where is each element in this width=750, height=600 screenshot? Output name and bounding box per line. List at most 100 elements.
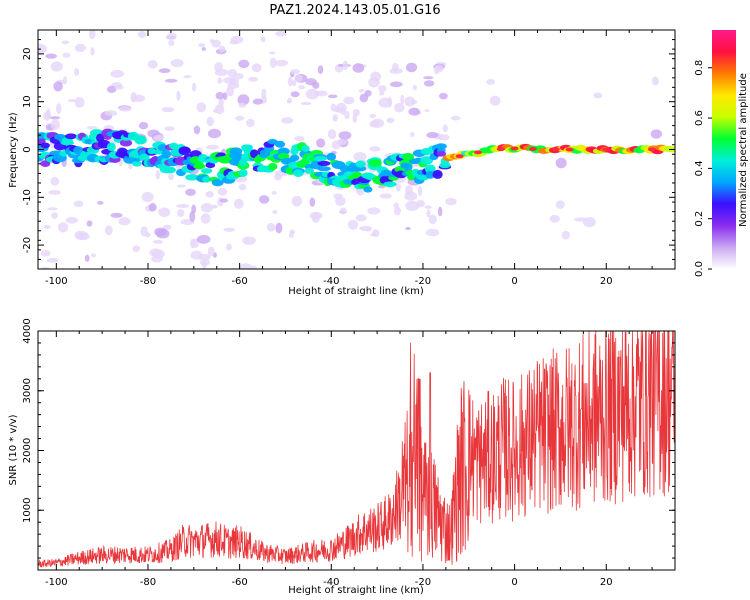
heatmap-cell bbox=[437, 206, 443, 217]
heatmap-cell bbox=[119, 139, 133, 147]
heatmap-cell bbox=[275, 222, 283, 234]
heatmap-cell bbox=[73, 200, 84, 208]
heatmap-cell bbox=[277, 153, 290, 160]
snr-x-tick-label: -80 bbox=[140, 577, 156, 588]
heatmap-cell bbox=[114, 84, 124, 90]
heatmap-cell bbox=[48, 190, 61, 195]
heatmap-cell bbox=[355, 214, 367, 222]
snr-series-line bbox=[37, 330, 676, 568]
heatmap-cell bbox=[294, 74, 303, 83]
heatmap-cell bbox=[40, 266, 50, 269]
heatmap-cell bbox=[74, 230, 88, 240]
heatmap-cell bbox=[326, 152, 337, 161]
heatmap-cell bbox=[333, 193, 343, 200]
heatmap-cell bbox=[211, 204, 218, 209]
heatmap-cell bbox=[287, 97, 293, 104]
heatmap-cell bbox=[309, 197, 316, 207]
heatmap-cell bbox=[426, 131, 439, 139]
heatmap-cell bbox=[417, 185, 423, 197]
snr-y-tick-label: 2000 bbox=[22, 438, 33, 463]
heatmap-cell bbox=[238, 102, 247, 108]
heatmap-cell bbox=[290, 91, 300, 98]
heatmap-cell bbox=[408, 107, 421, 116]
heatmap-cell bbox=[528, 146, 537, 151]
heatmap-cell bbox=[287, 77, 293, 87]
heatmap-cell bbox=[104, 225, 113, 236]
heatmap-cell bbox=[201, 47, 206, 51]
heatmap-cell bbox=[298, 85, 305, 90]
heatmap-cell bbox=[442, 124, 448, 133]
heatmap-cell bbox=[315, 90, 328, 97]
spectrogram-x-tick-label: -80 bbox=[140, 276, 156, 287]
heatmap-cell bbox=[106, 85, 117, 94]
heatmap-cell bbox=[394, 102, 405, 113]
heatmap-cell bbox=[389, 68, 403, 74]
heatmap-cell bbox=[207, 128, 222, 139]
heatmap-cell bbox=[294, 135, 305, 142]
heatmap-cell bbox=[332, 114, 338, 122]
heatmap-cell bbox=[304, 167, 315, 174]
heatmap-cell bbox=[269, 51, 276, 55]
heatmap-cell bbox=[405, 227, 411, 231]
heatmap-cell bbox=[549, 214, 560, 223]
colorbar-tick-label: 0.8 bbox=[694, 60, 705, 76]
heatmap-cell bbox=[317, 65, 324, 74]
heatmap-cell bbox=[206, 116, 214, 127]
heatmap-cell bbox=[352, 63, 365, 73]
heatmap-cell bbox=[205, 162, 216, 169]
heatmap-cell bbox=[378, 185, 386, 189]
spectrogram-x-tick-label: -60 bbox=[231, 276, 247, 287]
spectrogram-y-axis: -20 -10 0 10 20 bbox=[22, 29, 675, 270]
heatmap-cell bbox=[200, 168, 213, 174]
heatmap-cell bbox=[200, 203, 213, 213]
heatmap-cell bbox=[233, 198, 244, 209]
heatmap-cell bbox=[51, 212, 58, 220]
heatmap-cell bbox=[238, 169, 248, 177]
snr-x-tick-label: -100 bbox=[45, 577, 68, 588]
heatmap-cell bbox=[363, 186, 373, 193]
heatmap-cell bbox=[50, 119, 61, 130]
heatmap-cell bbox=[110, 212, 123, 218]
heatmap-cell bbox=[368, 77, 380, 88]
spectrogram-y-tick-label: 20 bbox=[22, 48, 33, 61]
heatmap-cell bbox=[275, 30, 288, 37]
heatmap-cell bbox=[274, 59, 289, 67]
heatmap-cell bbox=[435, 143, 447, 150]
heatmap-cell bbox=[154, 227, 167, 237]
heatmap-cell bbox=[198, 43, 206, 48]
heatmap-cell bbox=[561, 230, 570, 240]
heatmap-cell bbox=[162, 224, 172, 230]
heatmap-cell bbox=[170, 59, 184, 68]
heatmap-cell bbox=[238, 59, 250, 69]
heatmap-cell bbox=[194, 161, 205, 170]
colorbar-ticks: 0.0 0.2 0.4 0.6 0.8 bbox=[694, 60, 712, 277]
heatmap-cell bbox=[395, 183, 401, 192]
heatmap-cell bbox=[191, 82, 197, 92]
heatmap-cell bbox=[379, 91, 385, 96]
heatmap-cell bbox=[489, 95, 501, 106]
heatmap-cell bbox=[338, 131, 352, 140]
heatmap-cell bbox=[40, 250, 51, 257]
heatmap-cell bbox=[91, 253, 96, 258]
heatmap-cell bbox=[250, 149, 259, 159]
heatmap-cell bbox=[351, 171, 362, 178]
heatmap-cell bbox=[327, 129, 337, 140]
heatmap-cell bbox=[410, 131, 415, 138]
heatmap-cell bbox=[288, 232, 294, 239]
heatmap-cell bbox=[242, 236, 256, 245]
heatmap-cell bbox=[118, 106, 132, 112]
heatmap-cell bbox=[496, 147, 505, 152]
heatmap-cell bbox=[222, 77, 236, 84]
heatmap-cell bbox=[137, 31, 147, 39]
heatmap-cell bbox=[135, 135, 146, 143]
heatmap-cell bbox=[196, 234, 211, 244]
heatmap-cell bbox=[405, 62, 418, 73]
heatmap-cell bbox=[339, 207, 347, 215]
snr-y-tick-label: 3000 bbox=[22, 378, 33, 403]
heatmap-cell bbox=[176, 209, 185, 217]
heatmap-cell bbox=[305, 88, 319, 100]
heatmap-cell bbox=[53, 81, 63, 92]
heatmap-cell bbox=[158, 68, 171, 74]
heatmap-cell bbox=[209, 39, 214, 44]
